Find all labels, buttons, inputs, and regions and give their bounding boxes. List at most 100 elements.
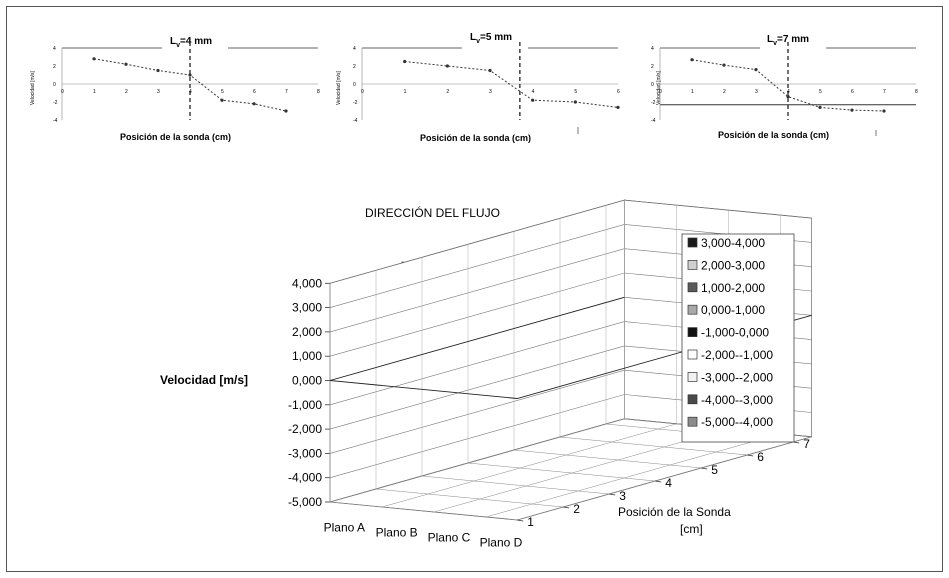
- y-tick-label: -2,000: [288, 422, 322, 436]
- depth-tick: [701, 467, 708, 470]
- position-label: 1: [527, 515, 534, 529]
- plane-label: Plano D: [480, 536, 523, 550]
- small-data-point: [488, 68, 492, 73]
- small-x-tick: 1: [404, 89, 407, 95]
- small-x-tick: 4: [532, 89, 535, 95]
- small-chart-ylabel: Velocidad [m/s]: [656, 70, 662, 105]
- floor-grid: [513, 449, 702, 469]
- small-x-tick: 7: [285, 89, 288, 95]
- floor-grid: [421, 475, 610, 495]
- floor-grid: [485, 433, 781, 518]
- small-x-tick: 5: [819, 89, 822, 95]
- legend-swatch: [687, 237, 698, 248]
- small-y-tick: 0: [53, 82, 56, 88]
- small-chart-xlabel: Posición de la sonda (cm): [420, 133, 531, 143]
- depth-tick: [747, 454, 754, 457]
- small-x-tick: 3: [489, 89, 492, 95]
- legend-label: -3,000--2,000: [701, 370, 773, 384]
- small-y-tick: 4: [353, 46, 356, 52]
- small-data-point: [124, 62, 128, 66]
- small-chart-ylabel: Velocidad [m/s]: [30, 70, 36, 105]
- depth-tick: [517, 519, 524, 522]
- y-tick-label: 2,000: [292, 325, 322, 339]
- y-tick-label: -5,000: [288, 495, 322, 509]
- y-tick-label: 4,000: [292, 276, 322, 290]
- y-tick-label: 0,000: [292, 374, 322, 388]
- small-y-tick: 0: [353, 82, 356, 88]
- legend-swatch: [687, 260, 698, 270]
- legend-swatch: [687, 327, 698, 337]
- depth-tick: [609, 493, 616, 496]
- position-label: 4: [665, 476, 672, 490]
- small-data-point: [818, 105, 822, 109]
- small-chart-title: Lv=7 mm: [767, 34, 809, 47]
- small-data-point: [573, 100, 577, 104]
- position-label: 3: [619, 489, 626, 503]
- small-data-point: [616, 105, 620, 109]
- plane-label: Plano A: [324, 521, 365, 535]
- position-label: 2: [573, 502, 580, 516]
- small-chart-title: Lv=5 mm: [470, 32, 512, 45]
- small-chart-lv7: Lv=7 mm Posición de la sonda (cm) Veloci…: [651, 34, 918, 140]
- small-data-point: [252, 102, 256, 106]
- small-y-tick: 2: [651, 64, 654, 70]
- plane-label: Plano B: [376, 526, 418, 540]
- plane-label: Plano C: [428, 531, 471, 545]
- legend-label: 3,000-4,000: [701, 236, 765, 250]
- small-data-point: [403, 59, 407, 64]
- legend-label: 0,000-1,000: [701, 303, 765, 317]
- legend-swatch: [687, 282, 698, 293]
- small-data-point: [754, 68, 758, 72]
- legend-swatch: [687, 394, 698, 405]
- small-data-point: [531, 98, 535, 102]
- small-data-point: [284, 109, 288, 113]
- small-x-tick: 5: [574, 89, 577, 95]
- legend-label: 2,000-3,000: [701, 258, 765, 272]
- small-x-tick: 6: [851, 89, 854, 95]
- small-series-line: [404, 61, 619, 108]
- small-x-tick: 0: [61, 89, 64, 95]
- small-data-point: [220, 98, 224, 102]
- small-y-tick: 4: [651, 46, 654, 52]
- small-chart-xlabel: Posición de la sonda (cm): [120, 132, 231, 142]
- small-chart-ylabel: Velocidad [m/s]: [336, 70, 342, 105]
- floor-grid: [375, 488, 564, 508]
- small-data-point: [445, 64, 449, 68]
- floor-grid: [329, 418, 625, 503]
- position-label: 7: [803, 437, 810, 451]
- small-x-tick: 3: [157, 89, 160, 95]
- floor-grid: [433, 428, 729, 513]
- legend-swatch: [687, 304, 698, 315]
- small-x-tick: 6: [617, 89, 620, 95]
- small-y-tick: -2: [53, 100, 58, 106]
- small-x-tick: 2: [723, 89, 726, 95]
- y-tick-label: 3,000: [292, 301, 322, 315]
- small-y-tick: 2: [53, 64, 56, 70]
- legend-label: -4,000--3,000: [701, 393, 773, 407]
- small-data-point: [850, 108, 854, 112]
- small-data-point: [690, 58, 694, 62]
- small-y-tick: 4: [53, 46, 56, 52]
- floor-grid: [467, 462, 656, 482]
- main-chart-title: DIRECCIÓN DEL FLUJO: [365, 205, 500, 220]
- small-x-tick: 6: [253, 89, 256, 95]
- legend-label: -1,000-0,000: [701, 326, 769, 340]
- small-data-point: [882, 109, 886, 113]
- y-tick-label: -3,000: [288, 446, 322, 460]
- small-x-tick: 7: [883, 89, 886, 95]
- small-y-tick: -2: [651, 100, 656, 106]
- small-chart-lv4: Lv=4 mm Posición de la sonda (cm) Veloci…: [30, 36, 320, 142]
- position-label: 5: [711, 463, 718, 477]
- position-label: 6: [757, 450, 764, 464]
- small-x-tick: 8: [317, 89, 320, 95]
- small-y-tick: 2: [353, 64, 356, 70]
- legend-swatch: [687, 349, 698, 360]
- small-data-point: [722, 63, 726, 67]
- floor-grid: [517, 436, 812, 521]
- depth-axis-label-unit: [cm]: [680, 522, 703, 536]
- small-x-tick: 0: [659, 89, 662, 95]
- small-x-tick: 1: [691, 89, 694, 95]
- floor-grid: [329, 501, 518, 521]
- floor-grid: [381, 423, 677, 508]
- depth-axis-label: Posición de la Sonda: [618, 505, 731, 519]
